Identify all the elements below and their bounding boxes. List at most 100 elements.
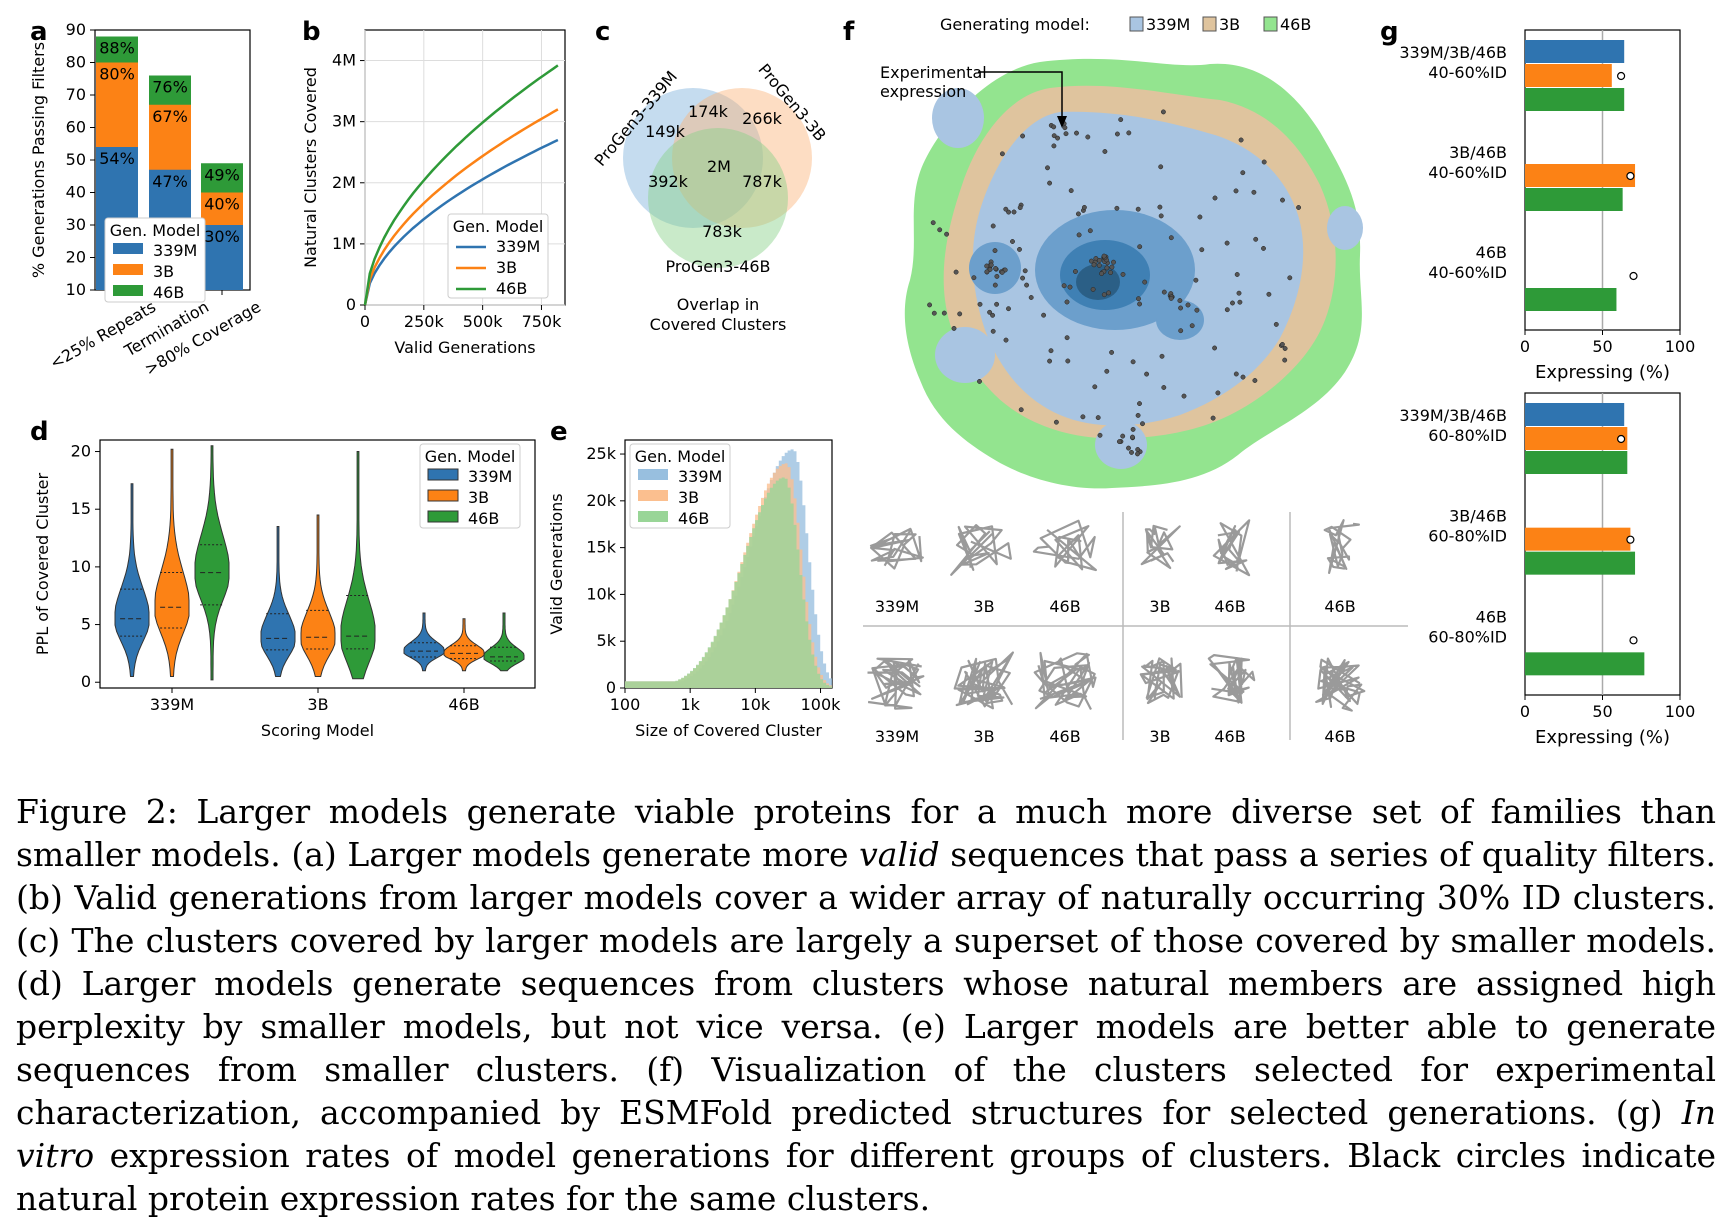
embedding-point bbox=[1130, 426, 1136, 432]
panel-letter-g: g bbox=[1380, 17, 1399, 47]
x-tick-label: 1k bbox=[680, 695, 700, 714]
protein-structure bbox=[1326, 530, 1351, 570]
venn-set-label: ProGen3-46B bbox=[665, 257, 770, 276]
embedding-point bbox=[1053, 419, 1059, 425]
violin bbox=[483, 612, 525, 672]
embedding-point bbox=[1109, 349, 1115, 355]
embedding-point bbox=[1055, 135, 1061, 141]
legend-label: 3B bbox=[678, 488, 699, 507]
embedding-point bbox=[1102, 149, 1108, 154]
embedding-point bbox=[1144, 371, 1150, 377]
group-label: 3B/46B bbox=[1449, 143, 1507, 162]
y-tick-label: 10k bbox=[586, 584, 616, 603]
x-tick-label: 50 bbox=[1592, 702, 1612, 721]
bar bbox=[1525, 551, 1636, 575]
group-label: 60-80%ID bbox=[1428, 527, 1507, 546]
embedding-point bbox=[1237, 299, 1243, 305]
embedding-point bbox=[1006, 306, 1011, 312]
embedding-point bbox=[1081, 204, 1087, 210]
embedding-point bbox=[1067, 284, 1073, 290]
embedding-point bbox=[1158, 213, 1164, 219]
embedding-point bbox=[1096, 262, 1102, 268]
x-tick-label: 46B bbox=[448, 695, 479, 714]
embedding-point bbox=[1003, 206, 1009, 212]
protein-structure bbox=[1038, 657, 1092, 703]
protein-structure bbox=[1032, 519, 1097, 572]
embedding-point bbox=[1048, 348, 1054, 354]
legend-swatch bbox=[113, 264, 143, 275]
embedding-point bbox=[1051, 133, 1057, 139]
structure-label: 46B bbox=[1214, 597, 1245, 616]
y-tick-label: 0 bbox=[606, 678, 616, 697]
embedding-point bbox=[1114, 131, 1120, 137]
protein-structure bbox=[957, 657, 1011, 706]
bar bbox=[1525, 427, 1628, 450]
embedding-point bbox=[1091, 262, 1097, 268]
embedding-point bbox=[1251, 189, 1257, 195]
y-tick-label: 70 bbox=[66, 85, 86, 104]
venn-region-label: 787k bbox=[742, 172, 783, 191]
legend-frame bbox=[447, 213, 549, 299]
embedding-point bbox=[1137, 301, 1143, 307]
embedding-point bbox=[1108, 270, 1114, 276]
embedding-point bbox=[1194, 307, 1200, 313]
embedding-point bbox=[990, 328, 996, 334]
violin bbox=[154, 448, 190, 677]
histogram bbox=[625, 477, 832, 688]
protein-structure bbox=[1211, 657, 1250, 704]
y-tick-label: 50 bbox=[66, 150, 86, 169]
embedding-point bbox=[994, 301, 1000, 307]
group-label: 46B bbox=[1476, 243, 1507, 262]
embedding-point bbox=[992, 282, 998, 288]
legend-swatch bbox=[638, 469, 668, 480]
protein-structure bbox=[1054, 525, 1090, 571]
caption-line-1: Figure 2: Larger models generate viable … bbox=[16, 792, 1716, 874]
embedding-point bbox=[1233, 371, 1239, 377]
embedding-point bbox=[1212, 345, 1218, 351]
embedding-point bbox=[1047, 180, 1053, 186]
embedding-point bbox=[1233, 188, 1239, 194]
embedding-point bbox=[1273, 321, 1279, 327]
embedding-point bbox=[1011, 209, 1017, 215]
embedding-map bbox=[904, 58, 1363, 489]
embedding-blue-spot bbox=[1327, 206, 1363, 250]
embedding-point bbox=[1178, 328, 1184, 334]
legend-title: Gen. Model bbox=[453, 217, 544, 236]
embedding-point bbox=[1140, 421, 1145, 427]
embedding-point bbox=[1017, 246, 1022, 252]
protein-structure bbox=[1323, 519, 1360, 574]
y-tick-label: 20k bbox=[586, 491, 616, 510]
embedding-point bbox=[957, 311, 963, 317]
venn-circle-46B bbox=[648, 128, 788, 268]
embedding-point bbox=[1282, 346, 1288, 351]
bar bbox=[1525, 527, 1631, 551]
violin bbox=[194, 445, 230, 681]
x-tick-label: 0 bbox=[1520, 337, 1530, 356]
caption-g-post: expression rates of model generations fo… bbox=[16, 1136, 1716, 1218]
embedding-point bbox=[1253, 236, 1259, 242]
embedding-point bbox=[992, 248, 998, 254]
venn-region-label: 149k bbox=[645, 122, 686, 141]
group-label: 40-60%ID bbox=[1428, 163, 1507, 182]
embedding-point bbox=[1095, 415, 1101, 421]
embedding-point bbox=[1064, 335, 1070, 341]
embedding-point bbox=[1114, 205, 1120, 211]
structure-label: 46B bbox=[1049, 597, 1080, 616]
structure-label: 3B bbox=[1149, 597, 1170, 616]
embedding-point bbox=[1028, 295, 1034, 300]
x-tick-label: 10k bbox=[741, 695, 771, 714]
structure-label: 3B bbox=[973, 597, 994, 616]
embedding-point bbox=[1199, 247, 1205, 253]
group-label: 3B/46B bbox=[1449, 507, 1507, 526]
embedding-point bbox=[1142, 279, 1148, 285]
caption-g-emphasis: In vitro bbox=[16, 1093, 1716, 1175]
embedding-point bbox=[930, 220, 936, 226]
legend-swatch bbox=[113, 243, 143, 254]
embedding-point bbox=[1135, 447, 1141, 452]
x-axis-label: Expressing (%) bbox=[1535, 727, 1670, 748]
x-tick-label: 100 bbox=[1665, 702, 1696, 721]
group-label: 60-80%ID bbox=[1428, 627, 1507, 646]
embedding-point bbox=[1062, 125, 1068, 131]
embedding-point bbox=[1126, 445, 1131, 451]
embedding-point bbox=[1215, 390, 1221, 396]
